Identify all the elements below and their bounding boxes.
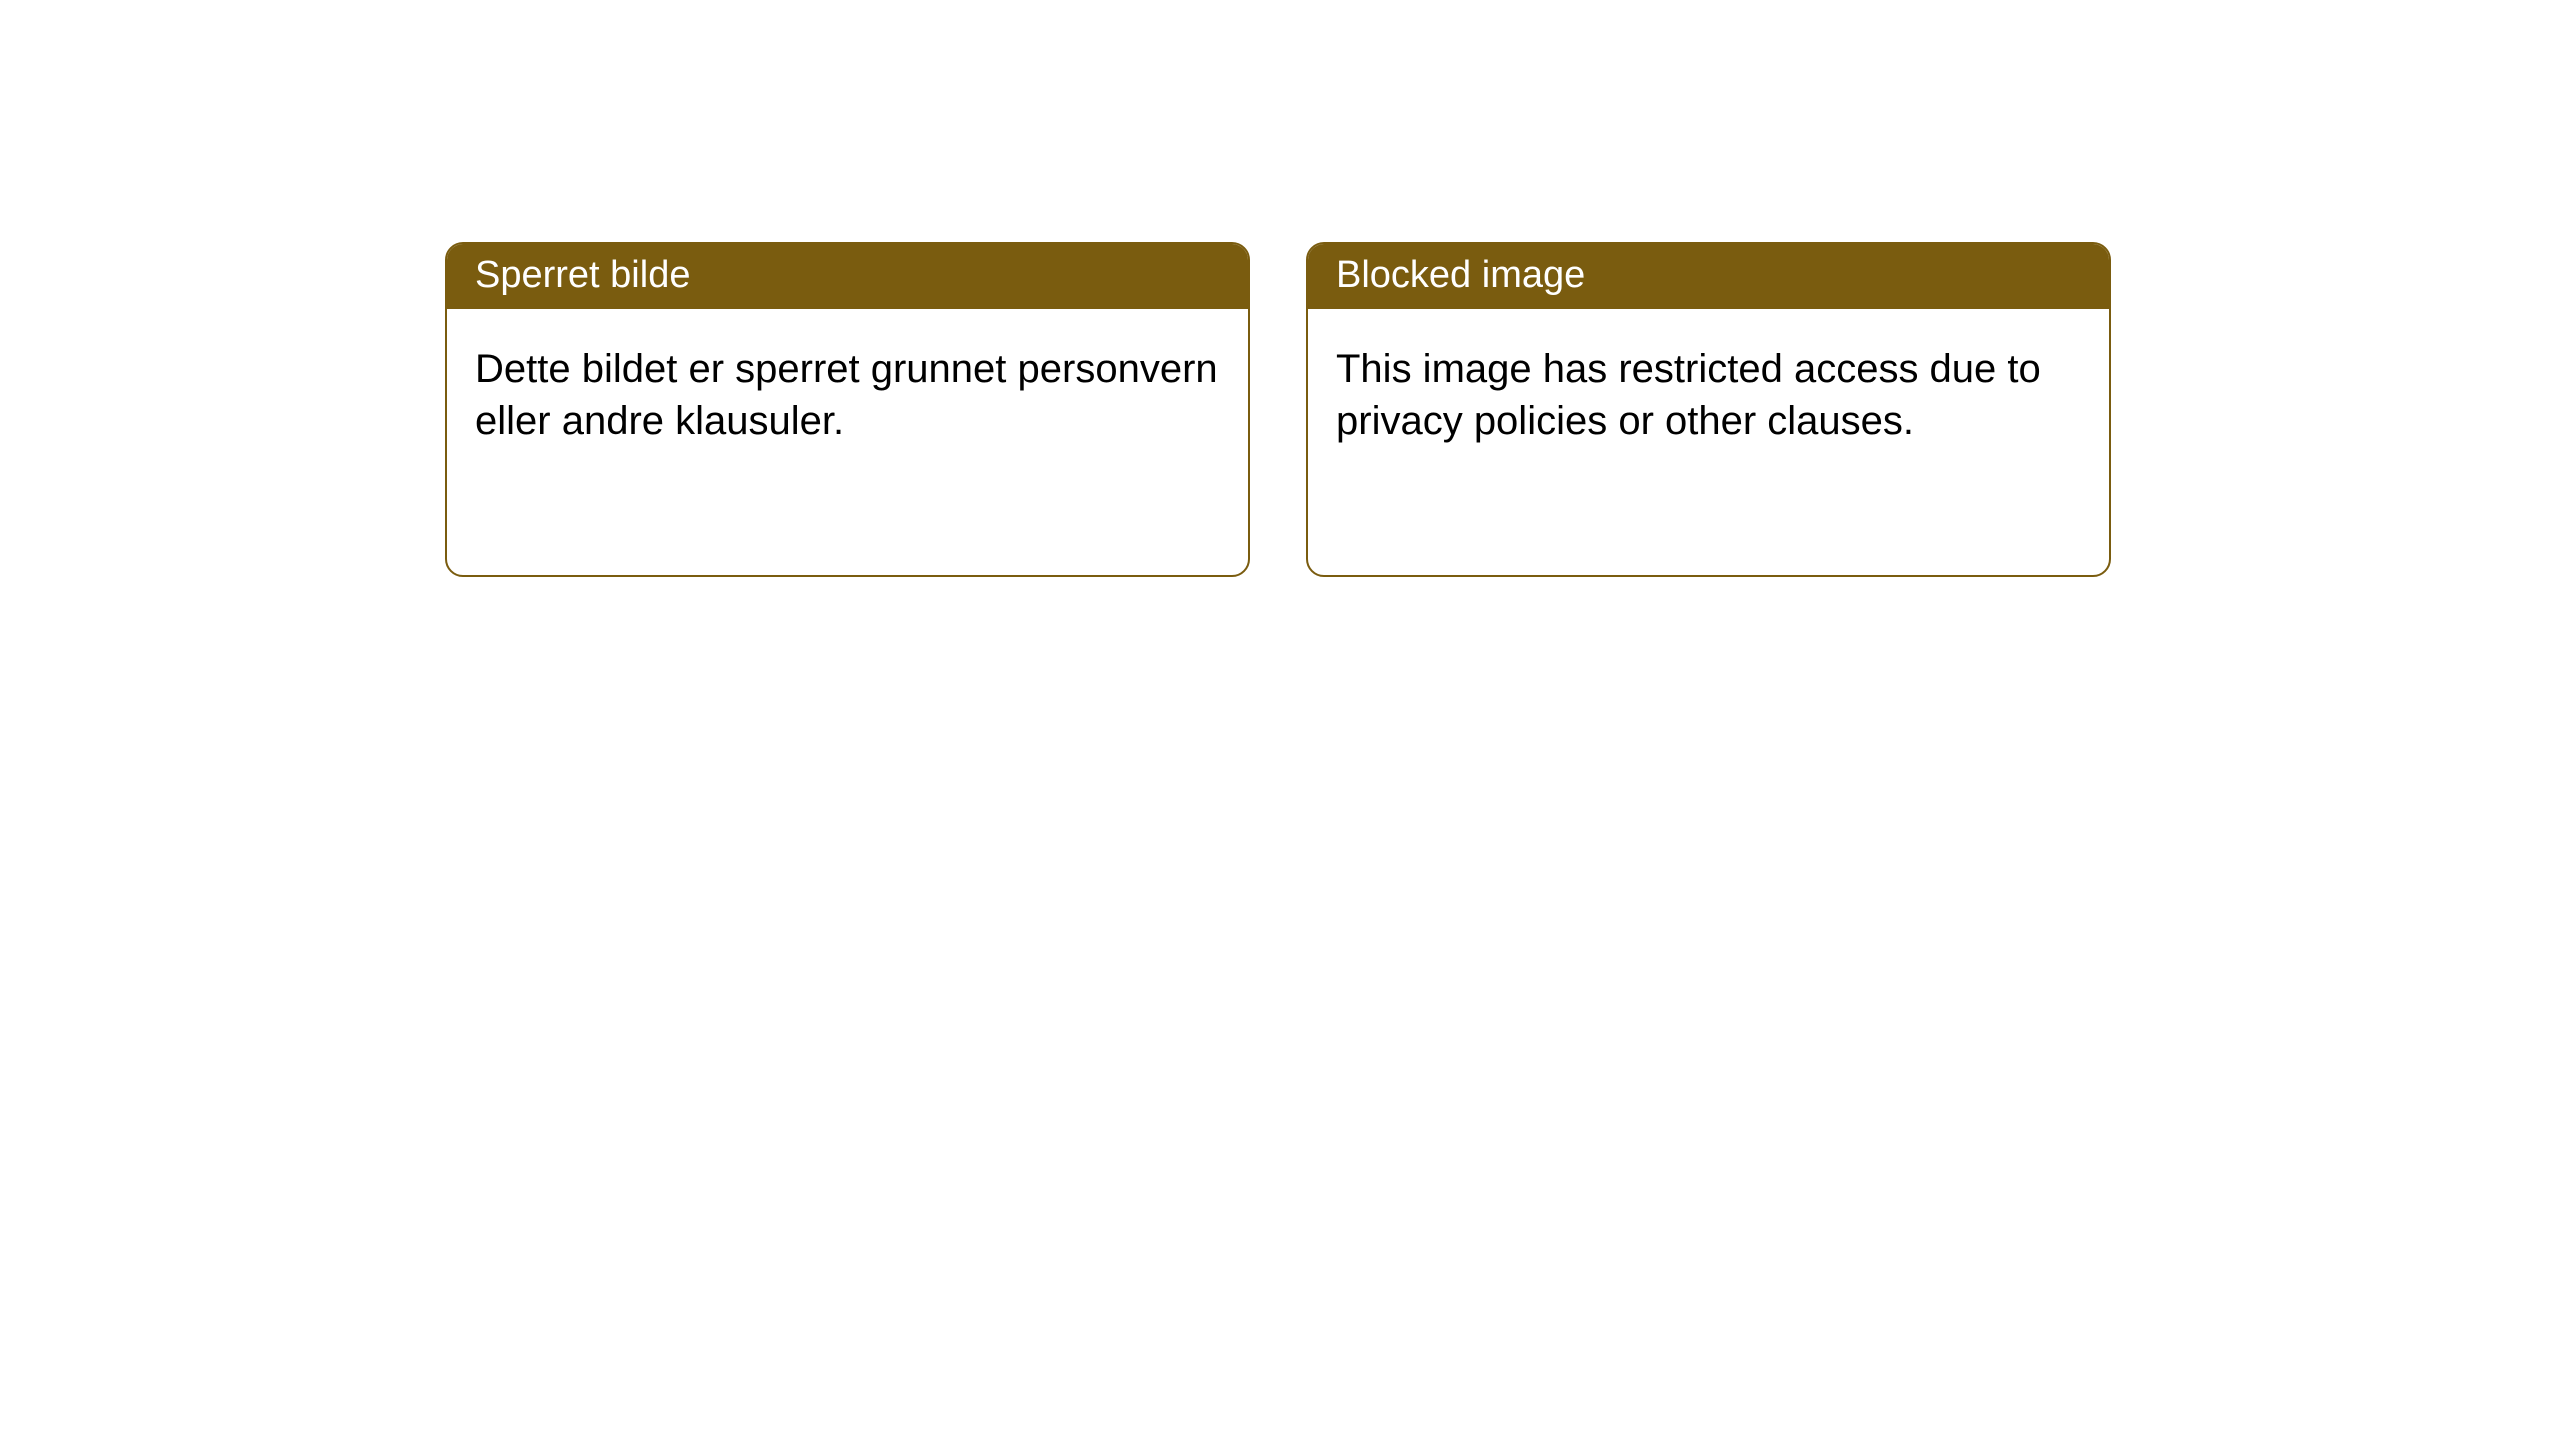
card-title: Sperret bilde: [475, 254, 690, 296]
card-body: This image has restricted access due to …: [1308, 309, 2109, 481]
card-header: Blocked image: [1308, 244, 2109, 309]
notice-card-english: Blocked image This image has restricted …: [1306, 242, 2111, 577]
notice-card-norwegian: Sperret bilde Dette bildet er sperret gr…: [445, 242, 1250, 577]
card-body-text: Dette bildet er sperret grunnet personve…: [475, 347, 1218, 443]
notice-container: Sperret bilde Dette bildet er sperret gr…: [0, 0, 2560, 577]
card-title: Blocked image: [1336, 254, 1585, 296]
card-body: Dette bildet er sperret grunnet personve…: [447, 309, 1248, 481]
card-header: Sperret bilde: [447, 244, 1248, 309]
card-body-text: This image has restricted access due to …: [1336, 347, 2041, 443]
